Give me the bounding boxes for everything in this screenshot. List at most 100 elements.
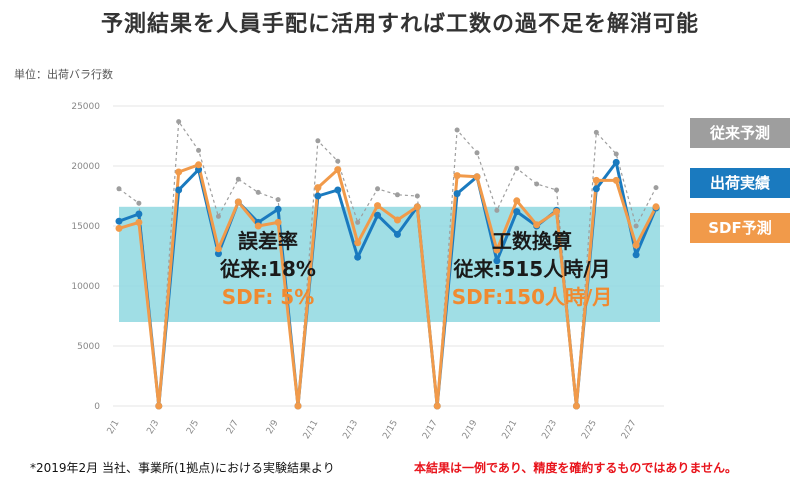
data-point xyxy=(234,198,242,206)
y-tick-label: 15000 xyxy=(71,222,100,232)
data-point xyxy=(612,158,620,166)
data-point xyxy=(453,190,461,198)
data-point xyxy=(493,257,501,265)
data-point xyxy=(393,230,401,238)
x-tick-label: 2/19 xyxy=(461,418,480,441)
annotation-line: 従来:18% xyxy=(219,257,316,281)
y-tick-label: 0 xyxy=(94,402,100,412)
annotation-line: SDF: 5% xyxy=(222,285,315,309)
data-point xyxy=(196,147,202,153)
legend-item-conventional: 従来予測 xyxy=(690,118,790,148)
data-point xyxy=(453,172,461,180)
x-tick-label: 2/23 xyxy=(540,419,559,442)
data-point xyxy=(433,402,441,410)
x-tick-label: 2/21 xyxy=(501,419,520,442)
data-point xyxy=(335,158,341,164)
data-point xyxy=(155,402,163,410)
data-point xyxy=(653,185,659,191)
data-point xyxy=(454,127,460,133)
data-point xyxy=(254,222,262,230)
legend-item-sdf: SDF予測 xyxy=(690,213,790,243)
x-tick-label: 2/27 xyxy=(620,419,639,442)
x-tick-label: 2/13 xyxy=(341,419,360,442)
data-point xyxy=(514,165,520,171)
data-point xyxy=(473,173,481,181)
x-tick-label: 2/17 xyxy=(421,419,440,442)
data-point xyxy=(633,223,639,229)
data-point xyxy=(652,203,660,211)
data-point xyxy=(513,208,521,216)
y-tick-label: 25000 xyxy=(71,102,100,112)
data-point xyxy=(592,176,600,184)
legend-item-actual: 出荷実績 xyxy=(690,168,790,198)
chart-title: 予測結果を人員手配に活用すれば工数の過不足を解消可能 xyxy=(100,12,699,37)
x-tick-label: 2/7 xyxy=(225,419,241,437)
y-tick-label: 10000 xyxy=(71,282,100,292)
y-axis-label: 単位：出荷バラ行数 xyxy=(14,68,113,81)
data-point xyxy=(632,241,640,249)
series-points xyxy=(115,119,660,410)
data-point xyxy=(613,151,619,157)
data-point xyxy=(275,197,281,203)
data-point xyxy=(214,245,222,253)
data-point xyxy=(374,202,382,210)
data-point xyxy=(513,197,521,205)
x-tick-label: 2/5 xyxy=(185,419,201,437)
data-point xyxy=(115,224,123,232)
data-point xyxy=(314,192,322,200)
data-point xyxy=(474,150,480,156)
data-point xyxy=(175,186,183,194)
data-point xyxy=(314,184,322,192)
data-point xyxy=(632,251,640,259)
data-point xyxy=(235,176,241,182)
data-point xyxy=(255,189,261,195)
data-point xyxy=(355,219,361,225)
data-point xyxy=(413,203,421,211)
data-point xyxy=(393,216,401,224)
annotation-line: 工数換算 xyxy=(492,229,572,253)
data-point xyxy=(315,138,321,144)
data-point xyxy=(116,186,122,192)
x-tick-labels: 2/1 2/3 2/5 2/7 2/9 2/11 2/13 2/15 2/17 2/19 2/21 2… xyxy=(106,418,639,441)
annotation-line: 従来:515人時/月 xyxy=(452,257,610,281)
data-point xyxy=(592,185,600,193)
footnote-disclaimer: 本結果は一例であり、精度を確約するものではありません。 xyxy=(414,461,738,475)
data-point xyxy=(135,218,143,226)
data-point xyxy=(354,239,362,247)
x-tick-label: 2/1 xyxy=(106,419,122,437)
data-point xyxy=(135,210,143,218)
x-tick-label: 2/3 xyxy=(145,419,161,437)
data-point xyxy=(375,186,381,192)
data-point xyxy=(195,161,203,169)
data-point xyxy=(534,181,540,187)
y-tick-label: 5000 xyxy=(77,342,100,352)
data-point xyxy=(195,166,203,174)
data-point xyxy=(533,221,541,229)
series-line xyxy=(118,163,658,408)
series-lines xyxy=(118,120,658,408)
data-point xyxy=(553,208,561,216)
data-point xyxy=(354,253,362,261)
data-point xyxy=(572,402,580,410)
data-point xyxy=(115,217,123,225)
data-point xyxy=(136,200,142,206)
data-point xyxy=(612,176,620,184)
data-point xyxy=(374,211,382,219)
data-point xyxy=(593,129,599,135)
x-tick-label: 2/11 xyxy=(302,419,321,442)
data-point xyxy=(175,168,183,176)
y-tick-label: 20000 xyxy=(71,162,100,172)
data-point xyxy=(274,218,282,226)
footnote-source: *2019年2月 当社、事業所(1拠点)における実験結果より xyxy=(30,461,335,475)
data-point xyxy=(554,187,560,193)
annotation-line: SDF:150人時/月 xyxy=(452,285,613,309)
data-point xyxy=(493,246,501,254)
annotation-line: 誤差率 xyxy=(238,229,298,253)
data-point xyxy=(334,166,342,174)
data-point xyxy=(176,119,182,125)
data-point xyxy=(215,213,221,219)
x-tick-label: 2/15 xyxy=(381,419,400,442)
data-point xyxy=(334,186,342,194)
